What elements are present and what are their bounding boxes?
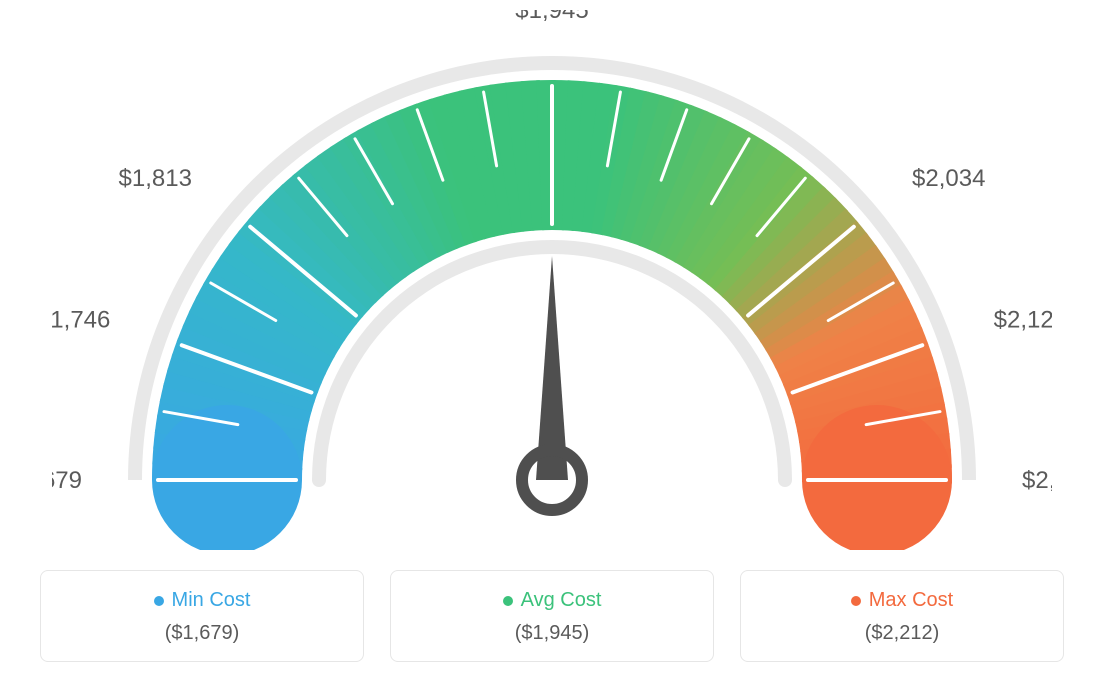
gauge-tick-label: $1,679	[52, 467, 82, 494]
legend-label-wrap: Avg Cost	[503, 589, 602, 612]
gauge-tick-label: $2,123	[994, 306, 1052, 333]
arc-cap-left	[152, 405, 302, 550]
legend-row: Min Cost ($1,679) Avg Cost ($1,945) Max Cost…	[40, 570, 1064, 662]
arc-cap-right	[802, 405, 952, 550]
legend-card: Avg Cost ($1,945)	[390, 570, 714, 662]
legend-dot-icon	[503, 596, 513, 606]
legend-label: Avg Cost	[521, 589, 602, 612]
legend-value: ($2,212)	[753, 622, 1051, 645]
legend-label: Max Cost	[869, 589, 953, 612]
legend-label-wrap: Max Cost	[851, 589, 953, 612]
legend-label: Min Cost	[172, 589, 251, 612]
gauge-tick-label: $2,212	[1022, 467, 1052, 494]
gauge-svg: $1,679 $1,746 $1,813 $1,945 $2,034 $2,123 $2,2…	[52, 10, 1052, 550]
gauge-tick-label: $1,813	[119, 165, 192, 192]
legend-value: ($1,945)	[403, 622, 701, 645]
inner-ring-cap	[312, 473, 326, 487]
gauge-tick-label: $1,746	[52, 306, 110, 333]
legend-value: ($1,679)	[53, 622, 351, 645]
legend-label-wrap: Min Cost	[154, 589, 251, 612]
legend-card: Min Cost ($1,679)	[40, 570, 364, 662]
gauge-chart: $1,679 $1,746 $1,813 $1,945 $2,034 $2,123 $2,2…	[52, 10, 1052, 550]
chart-container: $1,679 $1,746 $1,813 $1,945 $2,034 $2,123 $2,2…	[0, 0, 1104, 690]
inner-ring-cap	[778, 473, 792, 487]
gauge-tick-label: $1,945	[515, 10, 588, 24]
gauge-tick-label: $2,034	[912, 165, 985, 192]
legend-dot-icon	[851, 596, 861, 606]
legend-dot-icon	[154, 596, 164, 606]
legend-card: Max Cost ($2,212)	[740, 570, 1064, 662]
